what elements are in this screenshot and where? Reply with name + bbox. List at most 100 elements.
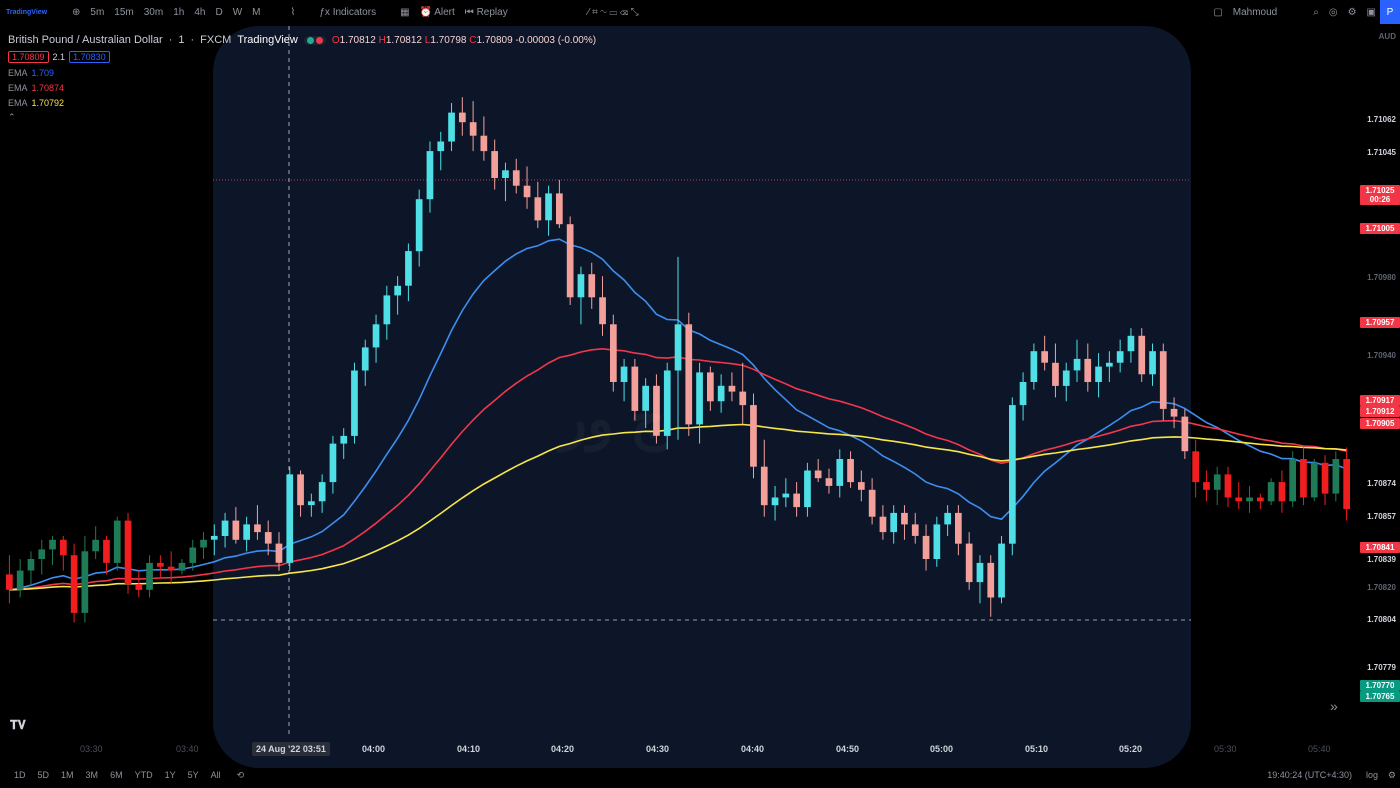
- candle-body: [329, 443, 337, 483]
- candle-body: [372, 324, 380, 348]
- ask-price[interactable]: 1.70830: [69, 51, 110, 63]
- screenshot-icon[interactable]: ◎: [1328, 6, 1338, 18]
- range-ytd[interactable]: YTD: [134, 770, 153, 780]
- price-label: 1.71062: [1367, 115, 1396, 124]
- candle-body: [340, 435, 348, 444]
- fullscreen-toggle-icon[interactable]: ▢: [1213, 6, 1223, 18]
- interval-30m[interactable]: 30m: [143, 6, 164, 18]
- candle-body: [836, 459, 844, 486]
- chart-legend: British Pound / Australian Dollar · 1 · …: [8, 34, 597, 122]
- candle-body: [1332, 459, 1340, 494]
- symbol-name[interactable]: British Pound / Australian Dollar: [8, 34, 163, 46]
- candle-body: [1116, 351, 1124, 363]
- range-1y[interactable]: 1Y: [164, 770, 176, 780]
- time-label: 05:10: [1025, 744, 1049, 754]
- candle-body: [480, 135, 488, 152]
- bid-price[interactable]: 1.70809: [8, 51, 49, 63]
- search-icon[interactable]: ⌕: [1313, 6, 1319, 18]
- timezone-clock[interactable]: 19:40:24 (UTC+4:30): [1267, 770, 1352, 780]
- candle-body: [437, 141, 445, 152]
- range-5d[interactable]: 5D: [37, 770, 50, 780]
- candle-body: [135, 584, 143, 590]
- settings-icon[interactable]: ⚙: [1347, 6, 1357, 18]
- candle-body: [890, 512, 897, 533]
- tradingview-logo[interactable]: TradingView: [6, 5, 47, 19]
- candle-body: [804, 470, 811, 508]
- log-scale-toggle[interactable]: log: [1365, 770, 1378, 780]
- candle-body: [707, 372, 714, 402]
- scroll-to-latest-icon[interactable]: »: [1330, 698, 1338, 714]
- symbol-source: TradingView: [237, 34, 298, 46]
- ema-row-blue[interactable]: EMA 1.709: [8, 68, 596, 78]
- interval-1h[interactable]: 1h: [173, 6, 185, 18]
- chart-pane[interactable]: ج ور: [0, 26, 1352, 738]
- time-label: 04:10: [457, 744, 481, 754]
- templates-icon[interactable]: ▦: [400, 6, 410, 18]
- user-menu[interactable]: Mahmoud: [1232, 6, 1278, 18]
- candle-body: [1289, 459, 1296, 502]
- candle-body: [1246, 497, 1253, 502]
- candle-body: [588, 274, 596, 298]
- interval-W[interactable]: W: [232, 6, 243, 18]
- collapse-legend-icon[interactable]: ⌃: [8, 112, 16, 122]
- interval-M[interactable]: M: [252, 6, 261, 18]
- layout-icon[interactable]: ▣: [1366, 6, 1376, 18]
- candle-body: [92, 539, 99, 552]
- goto-date-icon[interactable]: ⟲: [236, 769, 245, 780]
- autoscale-icon[interactable]: ⚙: [1387, 769, 1396, 780]
- interval-D[interactable]: D: [215, 6, 223, 18]
- range-5y[interactable]: 5Y: [187, 770, 199, 780]
- candle-body: [620, 366, 628, 382]
- candle-body: [157, 562, 164, 567]
- publish-button[interactable]: P: [1380, 0, 1400, 24]
- replay-button[interactable]: ⏮ Replay: [464, 6, 508, 18]
- candle-body: [1192, 451, 1199, 483]
- candle-body: [1149, 351, 1156, 375]
- candlestick-chart[interactable]: [0, 26, 1352, 738]
- candle-body: [955, 512, 962, 544]
- drawing-tools-icon[interactable]: ⁄ ⌗ ∿ ▭ ⌫ ⤡: [587, 6, 639, 18]
- ema-row-red[interactable]: EMA 1.70874: [8, 83, 596, 93]
- candle-body: [879, 516, 887, 533]
- range-1m[interactable]: 1M: [61, 770, 74, 780]
- candle-body: [124, 520, 132, 585]
- candle-body: [944, 512, 951, 525]
- interval-4h[interactable]: 4h: [194, 6, 206, 18]
- candle-body: [469, 122, 477, 136]
- range-1d[interactable]: 1D: [14, 770, 26, 780]
- price-tag: 1.70957: [1360, 317, 1400, 328]
- candle-body: [1052, 362, 1059, 386]
- price-axis[interactable]: AUD 1.71062 1.71045 1.71005 1.70980 1.70940 1…: [1352, 26, 1400, 738]
- range-3m[interactable]: 3M: [85, 770, 99, 780]
- interval-15m[interactable]: 15m: [114, 6, 134, 18]
- chart-type-icon[interactable]: ⌇: [290, 6, 296, 18]
- time-label: 05:20: [1119, 744, 1143, 754]
- spread-value: 2.1: [52, 52, 66, 62]
- candle-body: [1181, 416, 1189, 452]
- candle-body: [1203, 482, 1210, 490]
- candle-body: [361, 347, 369, 371]
- candle-body: [685, 324, 693, 425]
- candle-body: [1267, 482, 1275, 502]
- candle-body: [1257, 497, 1264, 502]
- low-label: L: [424, 34, 431, 46]
- candle-body: [297, 474, 304, 506]
- indicators-button[interactable]: ƒx Indicators: [319, 6, 377, 18]
- interval-5m[interactable]: 5m: [90, 6, 105, 18]
- time-label: 05:30: [1214, 744, 1237, 754]
- change-value: -0.00003 (-0.00%): [515, 34, 597, 46]
- candle-body: [167, 566, 175, 571]
- candle-body: [976, 562, 984, 583]
- bottom-toolbar: 1D 5D 1M 3M 6M YTD 1Y 5Y All ⟲ 19:40:24 (UTC+4:3…: [0, 762, 1400, 788]
- time-axis[interactable]: 03:30 03:40 04:00 04:10 04:20 04:30 04:40 04:50…: [0, 738, 1352, 760]
- range-6m[interactable]: 6M: [110, 770, 123, 780]
- alert-button[interactable]: ⏰ Alert: [419, 6, 455, 18]
- ema-row-yellow[interactable]: EMA 1.70792: [8, 98, 596, 108]
- range-all[interactable]: All: [210, 770, 221, 780]
- high-value: 1.70812: [385, 34, 422, 46]
- price-tag: 1.70765: [1360, 691, 1400, 702]
- market-status-icon[interactable]: [303, 35, 326, 45]
- compare-symbol-icon[interactable]: ⊕: [72, 6, 81, 18]
- candle-body: [642, 385, 649, 411]
- price-label: 1.70857: [1367, 512, 1396, 521]
